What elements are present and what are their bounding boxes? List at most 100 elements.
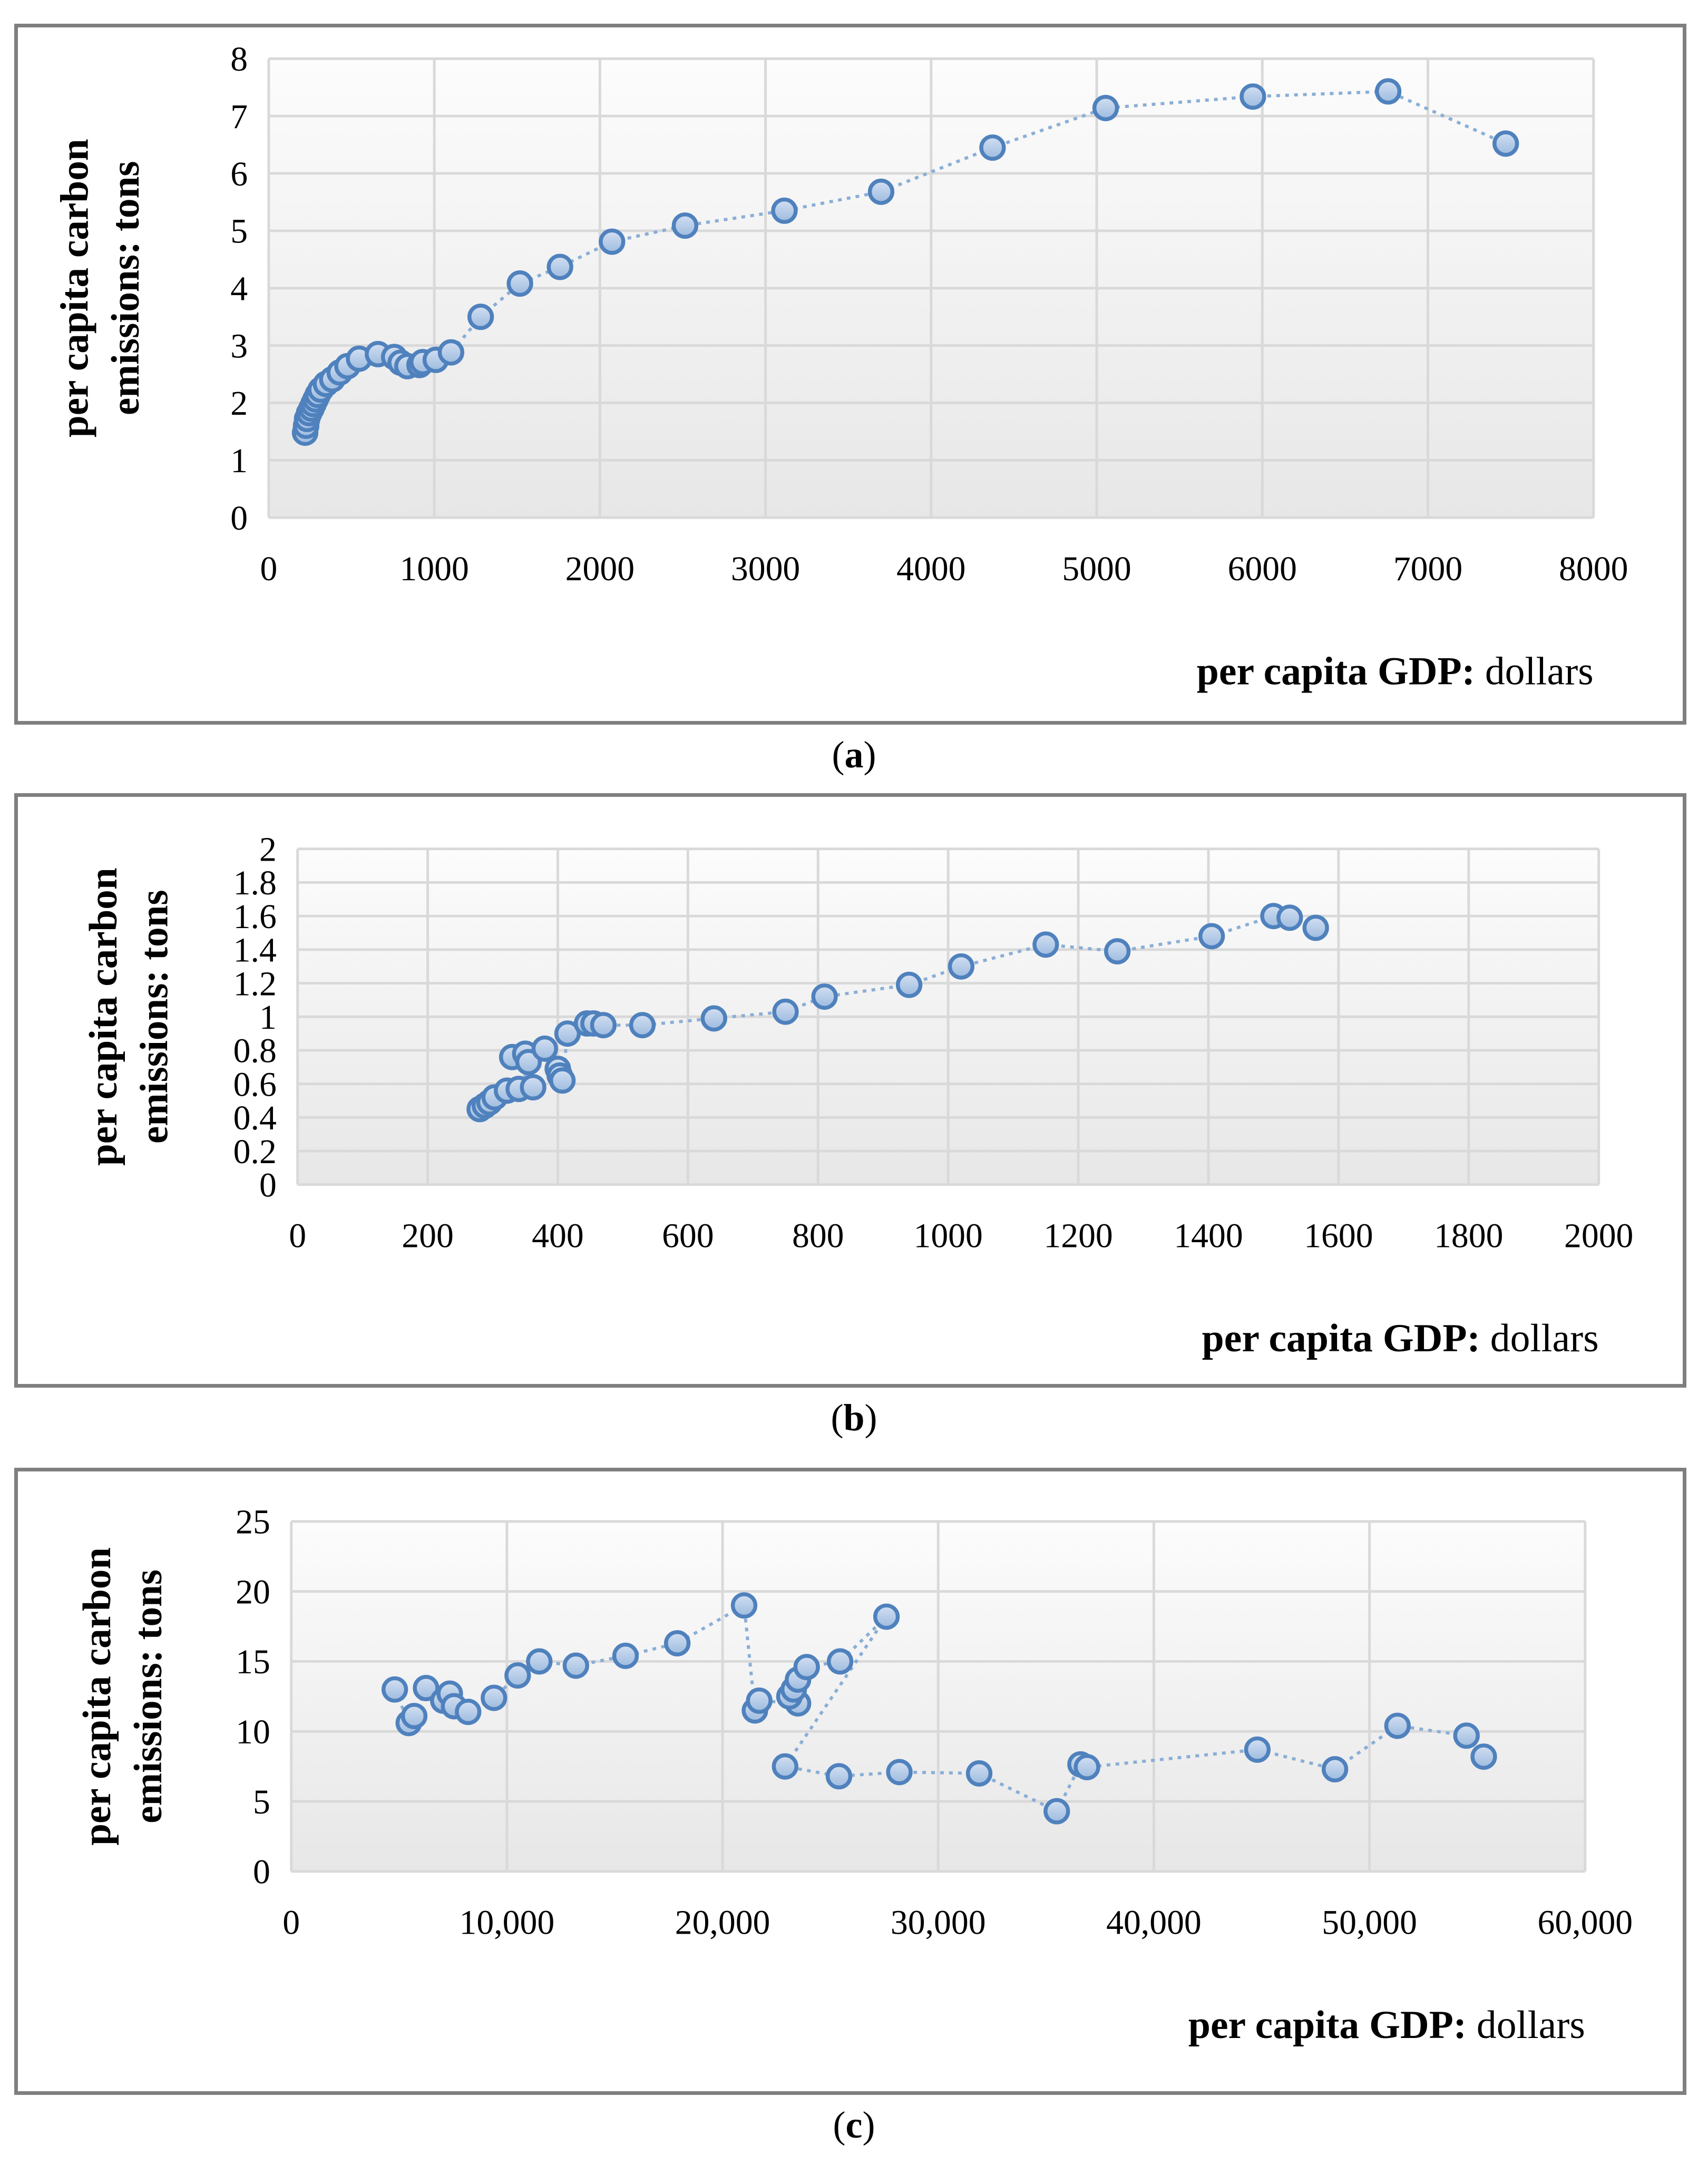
x-tick-label: 2000	[1564, 1217, 1633, 1255]
data-point	[886, 1759, 913, 1786]
y-tick-label: 0	[230, 500, 248, 538]
data-point	[455, 1699, 482, 1725]
data-point	[1453, 1722, 1480, 1749]
y-tick-label: 3	[230, 328, 248, 366]
x-axis-label-bold: per capita GDP:	[1188, 2003, 1467, 2047]
panel-a: 0 1000 2000 3000 4000 5000 6000 7000 8000 0 1 2 3 4 5 6…	[14, 24, 1686, 725]
caption-a: (a)	[0, 734, 1708, 776]
data-point	[1470, 1743, 1497, 1770]
data-point	[1198, 923, 1225, 950]
y-tick-label: 1	[259, 999, 277, 1037]
x-tick-label: 800	[792, 1217, 844, 1255]
x-axis-label: per capita GDP: dollars	[1197, 650, 1594, 694]
x-tick-label: 60,000	[1537, 1904, 1633, 1942]
data-point	[825, 1763, 853, 1790]
y-tick-label: 0	[259, 1167, 277, 1205]
x-tick-label: 40,000	[1106, 1904, 1202, 1942]
y-tick-label: 25	[236, 1504, 270, 1542]
y-tick-label: 1.6	[233, 898, 277, 936]
y-tick-label: 5	[253, 1783, 270, 1821]
data-point	[1032, 931, 1059, 958]
y-tick-label: 8	[230, 41, 248, 79]
x-tick-label: 1000	[913, 1217, 982, 1255]
data-point	[562, 1652, 589, 1679]
y-axis-label-line2: emissions: tons	[104, 161, 148, 415]
data-point	[590, 1012, 617, 1039]
data-point	[413, 1675, 440, 1701]
caption-b-open: (	[831, 1397, 844, 1439]
data-point	[867, 178, 895, 205]
x-tick-label: 0	[260, 550, 277, 588]
data-point	[1104, 938, 1131, 964]
data-point	[771, 197, 798, 224]
x-tick-label: 10,000	[460, 1904, 555, 1942]
x-tick-label: 1000	[399, 550, 469, 588]
y-tick-label: 2	[230, 385, 248, 423]
y-tick-label: 1	[230, 442, 248, 480]
data-point	[1073, 1754, 1100, 1780]
x-tick-label: 600	[662, 1217, 714, 1255]
y-tick-label: 1.8	[233, 864, 277, 902]
x-tick-label: 1200	[1043, 1217, 1112, 1255]
data-point	[401, 1703, 428, 1730]
y-tick-label: 0.8	[233, 1032, 277, 1070]
x-axis-label: per capita GDP: dollars	[1202, 1316, 1599, 1360]
x-tick-label: 1600	[1304, 1217, 1373, 1255]
data-point	[1302, 914, 1329, 941]
data-point	[671, 212, 699, 239]
data-point	[730, 1592, 758, 1619]
data-point	[1321, 1756, 1349, 1783]
data-point	[979, 134, 1006, 161]
caption-c-letter: c	[845, 2104, 863, 2146]
caption-b: (b)	[0, 1397, 1708, 1439]
x-tick-label: 8000	[1559, 550, 1628, 588]
x-axis-label-bold: per capita GDP:	[1202, 1316, 1480, 1360]
y-tick-label: 0.6	[233, 1066, 277, 1104]
panel-c: 0 10,000 20,000 30,000 40,000 50,000 60,000 0 5 1…	[14, 1468, 1686, 2095]
data-point	[1043, 1798, 1070, 1825]
y-tick-label: 20	[236, 1574, 270, 1612]
data-point	[526, 1648, 553, 1675]
data-point	[700, 1005, 727, 1032]
y-tick-label: 2	[259, 831, 277, 869]
x-tick-label: 50,000	[1322, 1904, 1417, 1942]
x-tick-label: 2000	[565, 550, 635, 588]
data-point	[531, 1035, 558, 1062]
data-point	[746, 1687, 773, 1714]
x-tick-label: 5000	[1062, 550, 1131, 588]
y-tick-label: 1.4	[233, 932, 277, 970]
data-point	[1244, 1736, 1271, 1763]
x-tick-label: 20,000	[675, 1904, 770, 1942]
caption-c-open: (	[833, 2104, 846, 2146]
y-tick-label: 7	[230, 98, 248, 136]
data-point	[1492, 130, 1519, 157]
y-tick-label: 0.2	[233, 1133, 277, 1171]
data-point	[612, 1642, 639, 1669]
x-tick-label: 0	[289, 1217, 306, 1255]
data-point	[467, 304, 494, 330]
x-tick-label: 0	[282, 1904, 300, 1942]
x-tick-label: 4000	[896, 550, 965, 588]
chart-c-scatter: 0 10,000 20,000 30,000 40,000 50,000 60,000 0 5 1…	[75, 1504, 1633, 2047]
x-axis-label-units: dollars	[1480, 1316, 1599, 1360]
data-point	[772, 998, 799, 1025]
y-tick-label: 0.4	[233, 1099, 277, 1137]
chart-b-scatter: 0 200 400 600 800 1000 1200 1400 1600 1800 200000.…	[82, 831, 1634, 1360]
y-tick-label: 4	[230, 270, 248, 308]
data-point	[772, 1753, 798, 1780]
data-point	[381, 1676, 408, 1703]
x-tick-label: 7000	[1393, 550, 1462, 588]
x-tick-label: 400	[532, 1217, 584, 1255]
y-tick-label: 1.2	[233, 966, 277, 1003]
x-tick-label: 30,000	[891, 1904, 986, 1942]
caption-c-close: )	[862, 2104, 875, 2146]
caption-c: (c)	[0, 2104, 1708, 2146]
data-point	[811, 983, 838, 1010]
y-axis-label-line1: per capita carbon	[82, 867, 125, 1166]
x-tick-label: 1400	[1174, 1217, 1243, 1255]
x-axis-label-units: dollars	[1467, 2003, 1585, 2047]
y-axis-label-line1: per capita carbon	[53, 139, 96, 437]
data-point	[664, 1630, 691, 1656]
data-point	[546, 253, 573, 280]
